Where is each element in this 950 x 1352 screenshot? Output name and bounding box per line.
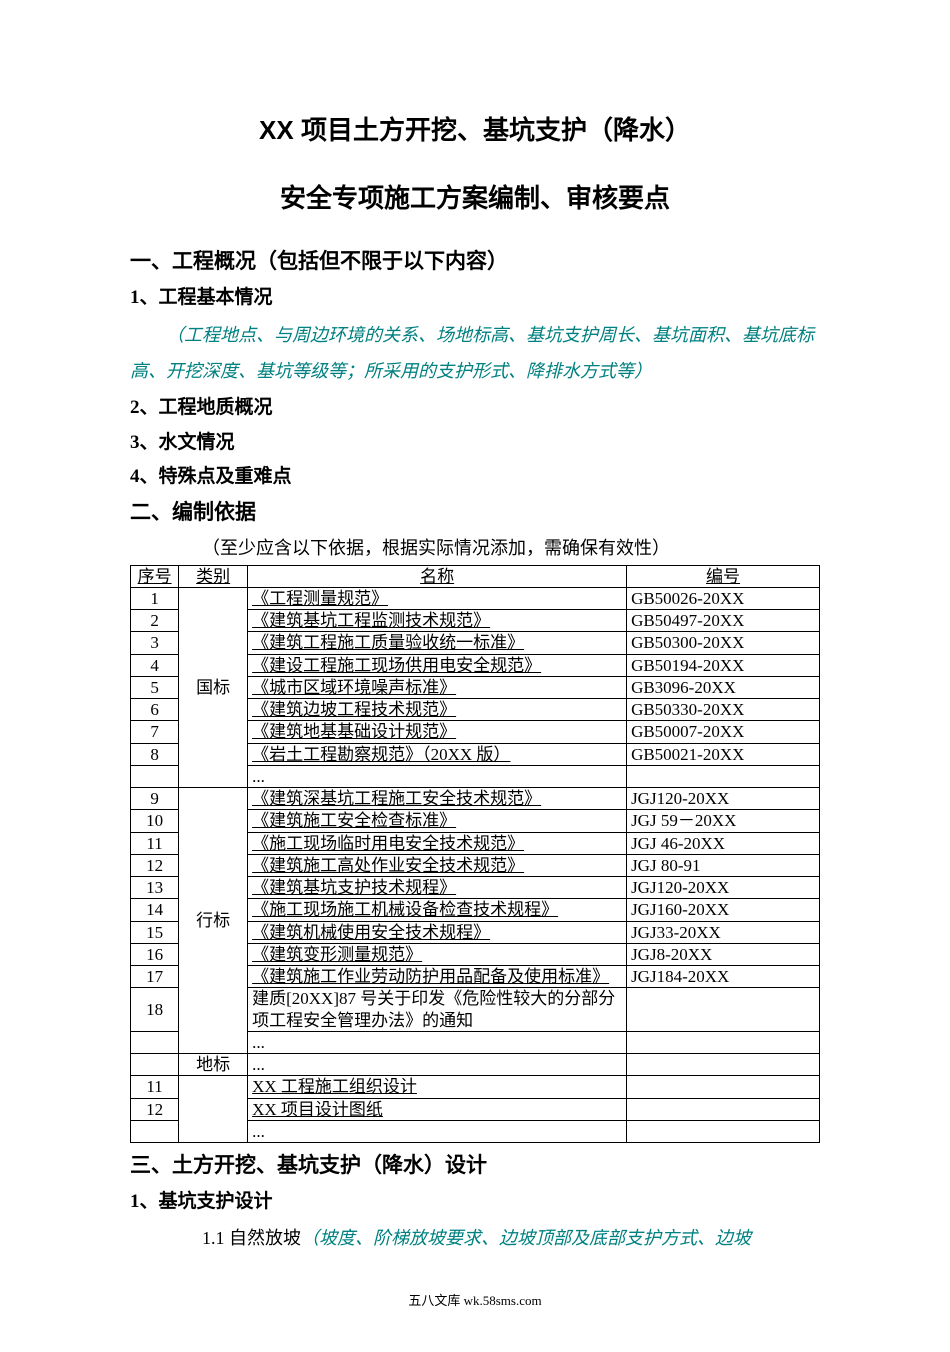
page-footer: 五八文库 wk.58sms.com bbox=[130, 1291, 820, 1312]
sub11-label: 1.1 自然放坡 bbox=[202, 1228, 301, 1248]
section1-item1: 1、工程基本情况 bbox=[130, 283, 820, 313]
col-name: 名称 bbox=[248, 565, 627, 587]
table-row: 1 国标 《工程测量规范》 GB50026-20XX bbox=[131, 587, 820, 609]
col-code: 编号 bbox=[627, 565, 820, 587]
section1-item3: 3、水文情况 bbox=[130, 428, 820, 458]
table-row: 11 XX 工程施工组织设计 bbox=[131, 1076, 820, 1098]
doc-title-line1: XX 项目土方开挖、基坑支护（降水） bbox=[130, 110, 820, 152]
doc-title-line2: 安全专项施工方案编制、审核要点 bbox=[130, 178, 820, 220]
document-page: XX 项目土方开挖、基坑支护（降水） 安全专项施工方案编制、审核要点 一、工程概… bbox=[0, 0, 950, 1352]
section1-item2: 2、工程地质概况 bbox=[130, 393, 820, 423]
cat-local: 地标 bbox=[179, 1054, 248, 1076]
cat-national: 国标 bbox=[179, 587, 248, 787]
cat-industry: 行标 bbox=[179, 788, 248, 1054]
col-cat: 类别 bbox=[179, 565, 248, 587]
col-seq: 序号 bbox=[131, 565, 179, 587]
section3-heading: 三、土方开挖、基坑支护（降水）设计 bbox=[130, 1149, 820, 1183]
table-row-ellipsis: 地标 ... bbox=[131, 1054, 820, 1076]
standards-table: 序号 类别 名称 编号 1 国标 《工程测量规范》 GB50026-20XX 2… bbox=[130, 565, 820, 1144]
section2-caption: （至少应含以下依据，根据实际情况添加，需确保有效性） bbox=[130, 534, 820, 563]
table-row: 9 行标 《建筑深基坑工程施工安全技术规范》 JGJ120-20XX bbox=[131, 788, 820, 810]
section3-item1: 1、基坑支护设计 bbox=[130, 1187, 820, 1217]
section3-sub11: 1.1 自然放坡（坡度、阶梯放坡要求、边坡顶部及底部支护方式、边坡 bbox=[130, 1221, 820, 1255]
section1-item1-note: （工程地点、与周边环境的关系、场地标高、基坑支护周长、基坑面积、基坑底标高、开挖… bbox=[130, 317, 820, 389]
table-header-row: 序号 类别 名称 编号 bbox=[131, 565, 820, 587]
section1-heading: 一、工程概况（包括但不限于以下内容） bbox=[130, 245, 820, 279]
sub11-note: （坡度、阶梯放坡要求、边坡顶部及底部支护方式、边坡 bbox=[301, 1228, 751, 1248]
section2-heading: 二、编制依据 bbox=[130, 496, 820, 530]
section1-item4: 4、特殊点及重难点 bbox=[130, 462, 820, 492]
